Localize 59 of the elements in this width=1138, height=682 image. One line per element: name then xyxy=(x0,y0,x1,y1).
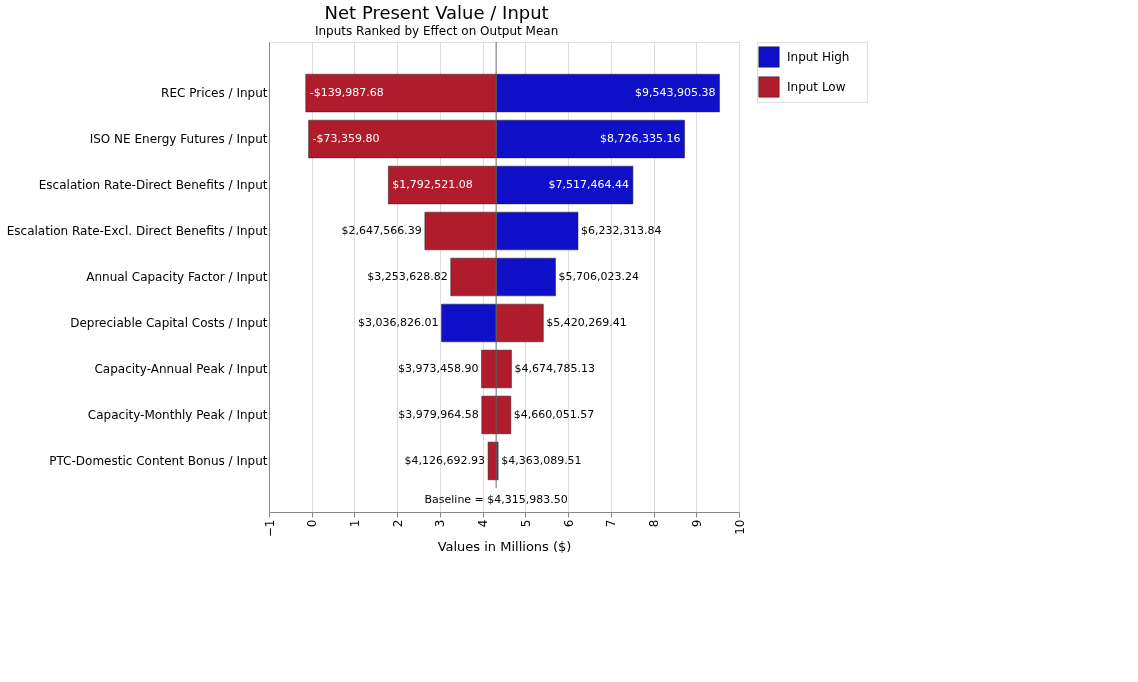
x-tick-label: 8 xyxy=(647,519,662,528)
y-tick-label: Annual Capacity Factor / Input xyxy=(86,270,268,284)
x-tick-label: −1 xyxy=(262,519,277,538)
legend-label: Input High xyxy=(787,50,850,64)
annotation: $1,792,521.08 xyxy=(392,178,473,192)
annotation: $6,232,313.84 xyxy=(581,224,662,238)
bar xyxy=(495,119,685,159)
x-tick-label: 9 xyxy=(689,519,704,528)
annotation: $4,126,692.93 xyxy=(404,453,486,467)
bar xyxy=(481,349,497,389)
x-tick-label: 3 xyxy=(433,519,448,528)
x-tick-label: 4 xyxy=(476,519,491,528)
annotation: $3,036,826.01 xyxy=(358,315,439,329)
x-tick-label: 2 xyxy=(390,519,405,528)
y-tick-label: Capacity-Annual Peak / Input xyxy=(94,361,268,376)
x-tick-label: 10 xyxy=(732,519,747,535)
bar xyxy=(388,165,497,205)
bar xyxy=(495,73,720,113)
x-axis-title: Values in Millions ($) xyxy=(437,539,572,555)
chart-title: Net Present Value / Input xyxy=(324,2,549,23)
x-tick-label: 0 xyxy=(305,519,320,528)
annotation: -$73,359.80 xyxy=(312,132,380,146)
annotation: $8,726,335.16 xyxy=(600,132,681,146)
annotation: -$139,987.68 xyxy=(309,86,384,100)
legend-label: Input Low xyxy=(787,80,846,94)
bar xyxy=(481,395,497,435)
bar xyxy=(495,257,556,297)
bar xyxy=(495,165,634,205)
bar xyxy=(441,303,497,343)
x-tick-label: 6 xyxy=(561,519,576,528)
y-tick-label: Escalation Rate-Direct Benefits / Input xyxy=(38,178,268,193)
annotation: $4,660,051.57 xyxy=(513,407,595,421)
annotation: $9,543,905.38 xyxy=(635,86,716,100)
annotation: $3,973,458.90 xyxy=(398,361,479,375)
bar xyxy=(308,119,497,159)
annotation: $5,420,269.41 xyxy=(546,315,627,329)
annotation: $4,363,089.51 xyxy=(501,453,582,467)
y-tick-label: Escalation Rate-Excl. Direct Benefits / Input xyxy=(6,224,268,239)
x-tick-label: 5 xyxy=(518,519,533,528)
x-tick-label: 1 xyxy=(347,519,362,528)
x-tick-label: 7 xyxy=(604,519,619,528)
annotation: $4,674,785.13 xyxy=(514,361,595,375)
ref-line-label: Baseline = $4,315,983.50 xyxy=(424,493,568,506)
y-tick-label: Capacity-Monthly Peak / Input xyxy=(87,407,268,422)
bar xyxy=(450,257,497,297)
annotation: $3,253,628.82 xyxy=(367,270,448,283)
bar xyxy=(305,73,497,113)
chart-subtitle: Inputs Ranked by Effect on Output Mean xyxy=(314,24,559,38)
annotation: $2,647,566.39 xyxy=(341,224,422,238)
y-tick-label: PTC-Domestic Content Bonus / Input xyxy=(49,453,268,468)
bar xyxy=(495,211,579,251)
annotation: $3,979,964.58 xyxy=(398,407,479,421)
bar xyxy=(495,303,544,343)
bar xyxy=(424,211,497,251)
y-tick-label: REC Prices / Input xyxy=(161,86,268,101)
y-tick-label: ISO NE Energy Futures / Input xyxy=(89,132,268,147)
annotation: $5,706,023.24 xyxy=(558,270,640,283)
y-tick-label: Depreciable Capital Costs / Input xyxy=(70,315,268,330)
annotation: $7,517,464.44 xyxy=(548,178,629,192)
